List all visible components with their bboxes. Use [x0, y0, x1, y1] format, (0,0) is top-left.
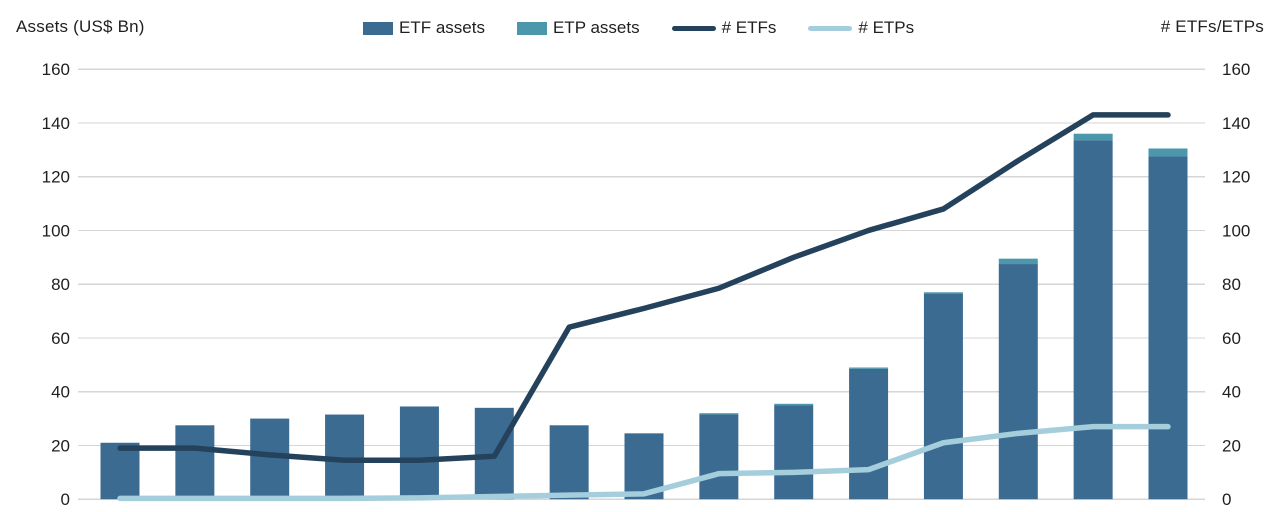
y-axis-label-right: 140: [1222, 114, 1250, 133]
bar-etf-assets: [549, 425, 589, 500]
y-axis-label-left: 160: [42, 60, 70, 79]
bar-etf-assets: [100, 442, 140, 500]
bar-etf-assets: [849, 368, 889, 500]
y-axis-label-left: 20: [51, 436, 70, 455]
y-axis-label-left: 40: [51, 383, 70, 402]
right-axis-title: # ETFs/ETPs: [1160, 17, 1264, 36]
legend-line-swatch-icon: [671, 25, 716, 31]
legend-bar-swatch-icon: [363, 21, 393, 35]
y-axis-label-right: 160: [1222, 60, 1250, 79]
bar-etp-assets: [699, 413, 739, 415]
legend-label: # ETPs: [858, 18, 915, 37]
y-axis-label-left: 80: [51, 275, 70, 294]
legend-item--etfs: # ETFs: [671, 18, 777, 38]
legend-item--etps: # ETPs: [808, 18, 914, 38]
legend-bar-swatch-icon: [516, 21, 547, 35]
legend-item-etp-assets: ETP assets: [516, 18, 640, 38]
bar-etf-assets: [699, 414, 739, 500]
legend-line-swatch-icon: [808, 25, 853, 31]
bar-etf-assets: [175, 425, 215, 500]
bar-etp-assets: [923, 292, 963, 294]
bar-etp-assets: [774, 403, 814, 406]
y-axis-label-right: 60: [1222, 329, 1241, 348]
y-axis-label-left: 100: [42, 221, 70, 240]
bar-etf-assets: [1148, 156, 1188, 500]
y-axis-label-right: 120: [1222, 168, 1250, 187]
y-axis-label-right: 80: [1222, 275, 1241, 294]
bar-etf-assets: [774, 405, 814, 500]
bar-etp-assets: [1073, 133, 1113, 141]
line--etps: [117, 423, 1171, 502]
bar-etp-assets: [1148, 148, 1188, 157]
y-axis-label-left: 0: [61, 490, 70, 509]
bar-etf-assets: [250, 418, 290, 500]
y-axis-label-right: 100: [1222, 221, 1250, 240]
bar-etf-assets: [399, 406, 439, 500]
y-axis-label-left: 140: [42, 114, 70, 133]
bar-etf-assets: [998, 264, 1038, 500]
left-axis-title: Assets (US$ Bn): [16, 17, 145, 36]
legend-label: ETP assets: [552, 18, 640, 37]
y-axis-label-right: 0: [1222, 490, 1231, 509]
y-axis-label-right: 20: [1222, 436, 1241, 455]
bar-etf-assets: [923, 293, 963, 500]
bar-etf-assets: [1073, 140, 1113, 500]
y-axis-label-left: 60: [51, 329, 70, 348]
y-axis-label-right: 40: [1222, 383, 1241, 402]
legend-label: ETF assets: [399, 18, 485, 37]
legend-label: # ETFs: [721, 18, 777, 37]
y-axis-label-left: 120: [42, 168, 70, 187]
legend-item-etf-assets: ETF assets: [363, 18, 485, 38]
line--etfs: [117, 112, 1171, 463]
bar-etp-assets: [849, 367, 889, 369]
chart-legend: ETF assets ETP assets # ETFs # ETPs: [363, 18, 914, 38]
bar-etp-assets: [998, 258, 1038, 265]
